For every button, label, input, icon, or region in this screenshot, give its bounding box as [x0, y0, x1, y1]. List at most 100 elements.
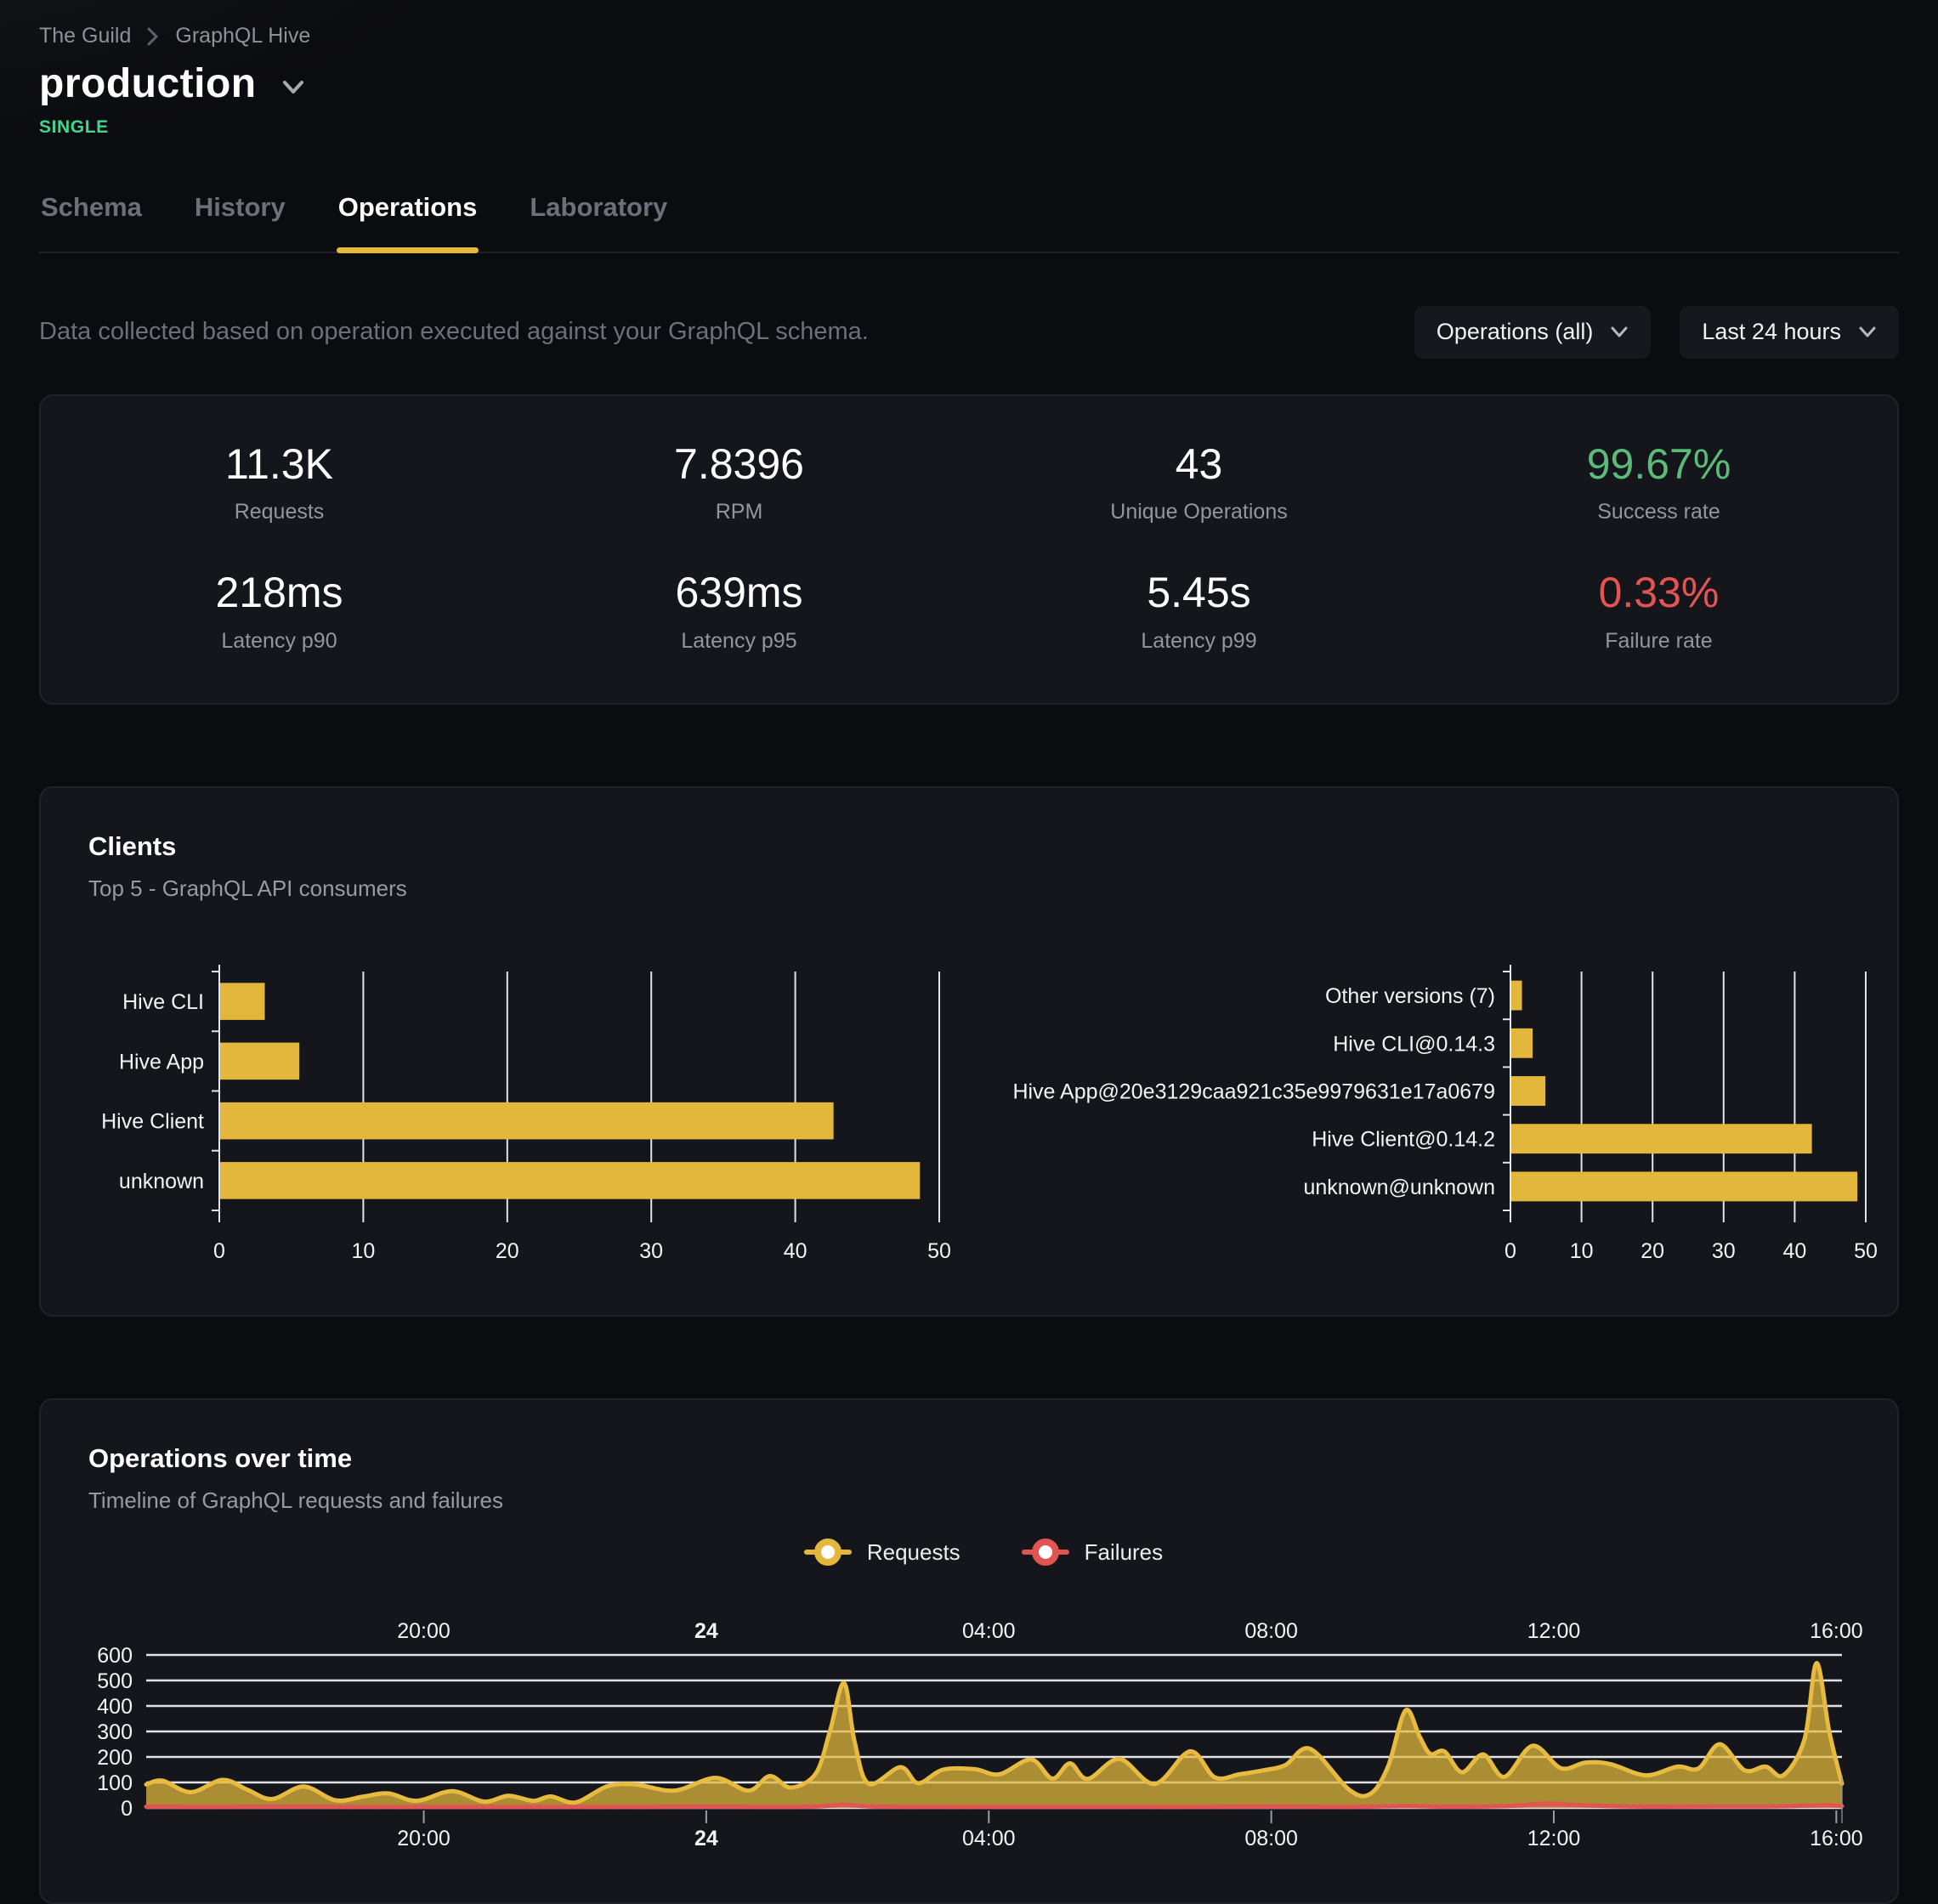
- stat-label: Unique Operations: [1110, 500, 1288, 524]
- series-requests: [144, 1661, 1844, 1809]
- svg-text:30: 30: [639, 1239, 663, 1261]
- svg-text:20: 20: [1640, 1239, 1664, 1261]
- svg-text:08:00: 08:00: [1244, 1619, 1298, 1643]
- svg-text:20: 20: [496, 1239, 519, 1261]
- svg-text:10: 10: [351, 1239, 375, 1261]
- legend-label: Failures: [1084, 1538, 1164, 1565]
- svg-text:Hive App: Hive App: [119, 1050, 204, 1074]
- page-header: The Guild GraphQL Hive production SINGLE…: [0, 0, 1938, 253]
- stat-label: Failure rate: [1605, 628, 1713, 653]
- breadcrumb-org[interactable]: The Guild: [39, 24, 132, 48]
- chevron-down-icon: [1610, 326, 1629, 339]
- svg-text:Other versions (7): Other versions (7): [1325, 984, 1495, 1008]
- stat-latency-p95: 639ms Latency p95: [509, 570, 969, 654]
- time-range-dropdown[interactable]: Last 24 hours: [1680, 305, 1899, 359]
- tab-bar: Schema History Operations Laboratory: [39, 180, 1899, 253]
- requests-series-icon: [803, 1538, 852, 1567]
- svg-text:Hive App@20e3129caa921c35e9979: Hive App@20e3129caa921c35e9979631e17a067…: [1012, 1080, 1495, 1103]
- svg-text:24: 24: [694, 1827, 718, 1850]
- svg-text:0: 0: [121, 1797, 133, 1821]
- legend-label: Requests: [866, 1538, 960, 1565]
- svg-text:100: 100: [97, 1771, 133, 1795]
- target-selector-chevron-down-icon[interactable]: [280, 71, 306, 97]
- stat-latency-p99: 5.45s Latency p99: [969, 570, 1429, 654]
- svg-text:12:00: 12:00: [1527, 1619, 1581, 1643]
- stat-label: Success rate: [1597, 500, 1720, 524]
- svg-text:0: 0: [213, 1239, 225, 1261]
- tab-schema[interactable]: Schema: [41, 191, 142, 222]
- chevron-right-icon: [146, 26, 160, 48]
- series-failures: [144, 1801, 1844, 1810]
- stat-value: 218ms: [215, 569, 343, 617]
- svg-text:08:00: 08:00: [1244, 1827, 1298, 1850]
- clients-card-subtitle: Top 5 - GraphQL API consumers: [88, 875, 407, 901]
- bar-hive-cli: [220, 983, 265, 1020]
- tab-operations[interactable]: Operations: [336, 180, 479, 253]
- time-range-value: Last 24 hours: [1702, 319, 1841, 345]
- stat-label: RPM: [715, 500, 763, 524]
- svg-text:04:00: 04:00: [962, 1619, 1016, 1643]
- svg-text:Hive CLI: Hive CLI: [122, 990, 204, 1014]
- stat-value: 11.3K: [225, 439, 333, 488]
- stat-value: 99.67%: [1586, 439, 1731, 488]
- svg-text:24: 24: [694, 1619, 718, 1643]
- stats-summary-card: 11.3K Requests 7.8396 RPM 43 Unique Operation…: [39, 394, 1899, 705]
- stat-value: 43: [1175, 439, 1223, 488]
- svg-text:0: 0: [1504, 1239, 1516, 1261]
- svg-text:400: 400: [97, 1695, 133, 1719]
- legend-item-failures[interactable]: Failures: [1021, 1538, 1164, 1567]
- breadcrumb: The Guild GraphQL Hive: [39, 24, 1899, 48]
- operations-filter-dropdown[interactable]: Operations (all): [1414, 305, 1652, 359]
- svg-text:10: 10: [1570, 1239, 1594, 1261]
- stat-label: Requests: [234, 500, 325, 524]
- svg-text:40: 40: [1782, 1239, 1806, 1261]
- bar-hive-cli-0-14-3: [1511, 1028, 1533, 1058]
- stat-value: 7.8396: [674, 439, 804, 488]
- operations-timeline-chart: 20:00 24 04:00 08:00 12:00 16:00 0100200300400…: [97, 1619, 1863, 1850]
- svg-text:30: 30: [1712, 1239, 1736, 1261]
- stat-failure-rate: 0.33% Failure rate: [1429, 570, 1889, 654]
- bar-other-versions-7: [1511, 980, 1522, 1011]
- operations-filter-value: Operations (all): [1436, 319, 1594, 345]
- svg-text:600: 600: [97, 1644, 133, 1668]
- svg-text:16:00: 16:00: [1810, 1619, 1863, 1643]
- timeline-legend: Requests Failures: [88, 1538, 1878, 1567]
- svg-text:unknown: unknown: [119, 1170, 204, 1193]
- bar-unknown-unknown: [1511, 1171, 1858, 1202]
- page-description: Data collected based on operation execut…: [39, 318, 869, 346]
- stat-value: 639ms: [675, 569, 803, 617]
- svg-text:Hive Client@0.14.2: Hive Client@0.14.2: [1312, 1128, 1495, 1152]
- clients-card: Clients Top 5 - GraphQL API consumers Hi…: [39, 785, 1899, 1317]
- tab-history[interactable]: History: [194, 191, 286, 222]
- clients-by-version-bar-chart: Other versions (7) Hive CLI@0.14.3 Hive Ap…: [1012, 964, 1878, 1261]
- bar-unknown: [220, 1162, 921, 1199]
- clients-card-title: Clients: [88, 830, 177, 861]
- svg-text:200: 200: [97, 1746, 133, 1770]
- stat-latency-p90: 218ms Latency p90: [49, 570, 509, 654]
- bar-hive-app: [220, 1042, 300, 1080]
- bar-hive-client-0-14-2: [1511, 1124, 1812, 1154]
- operations-card-subtitle: Timeline of GraphQL requests and failure…: [88, 1488, 503, 1514]
- svg-text:300: 300: [97, 1720, 133, 1744]
- svg-text:40: 40: [784, 1239, 808, 1261]
- stat-requests: 11.3K Requests: [49, 442, 509, 525]
- stat-label: Latency p90: [221, 628, 337, 653]
- stat-success-rate: 99.67% Success rate: [1429, 442, 1889, 525]
- breadcrumb-project[interactable]: GraphQL Hive: [175, 24, 311, 48]
- legend-item-requests[interactable]: Requests: [803, 1538, 960, 1567]
- stat-unique-operations: 43 Unique Operations: [969, 442, 1429, 525]
- svg-text:500: 500: [97, 1669, 133, 1693]
- stat-value: 5.45s: [1147, 569, 1251, 617]
- svg-text:20:00: 20:00: [397, 1827, 450, 1850]
- svg-text:16:00: 16:00: [1810, 1827, 1863, 1850]
- svg-text:Hive CLI@0.14.3: Hive CLI@0.14.3: [1333, 1032, 1495, 1056]
- bar-hive-app-20e3129caa921c35e9979631e17a0679: [1511, 1076, 1546, 1106]
- chevron-down-icon: [1858, 326, 1877, 339]
- svg-text:Hive Client: Hive Client: [101, 1110, 204, 1134]
- bar-hive-client: [220, 1102, 834, 1140]
- svg-text:50: 50: [927, 1239, 951, 1261]
- svg-text:20:00: 20:00: [397, 1619, 450, 1643]
- tab-laboratory[interactable]: Laboratory: [530, 191, 668, 222]
- svg-text:unknown@unknown: unknown@unknown: [1303, 1176, 1495, 1199]
- svg-text:04:00: 04:00: [962, 1827, 1016, 1850]
